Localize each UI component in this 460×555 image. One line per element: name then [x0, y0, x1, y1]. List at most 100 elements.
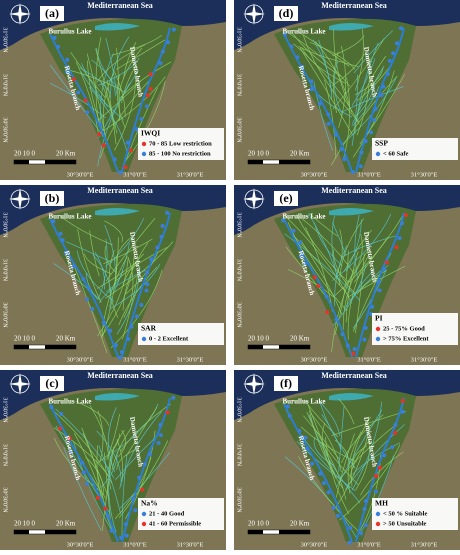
- sampling-point: [98, 122, 103, 127]
- canal: [111, 34, 163, 56]
- sampling-point: [159, 234, 164, 239]
- sampling-point: [295, 55, 300, 60]
- lon-label: 30°30'0"E: [67, 356, 94, 363]
- sampling-point: [305, 446, 310, 451]
- canal: [108, 429, 125, 490]
- canal: [84, 253, 112, 274]
- rosetta-river: [283, 218, 353, 358]
- rosetta-river: [283, 403, 353, 543]
- canal: [354, 67, 384, 96]
- sampling-point: [71, 77, 76, 82]
- sampling-point: [325, 310, 330, 315]
- canal: [331, 53, 365, 87]
- lat-label: 31°30'0"N: [236, 27, 243, 53]
- sampling-point: [133, 508, 138, 513]
- panel-letter-box: [274, 6, 298, 21]
- canal: [115, 237, 132, 261]
- scale-unit: 20 Km: [290, 520, 310, 528]
- canal: [122, 271, 139, 340]
- lat-label: 31°0'0"N: [2, 74, 9, 97]
- scale-numbers: 20 10 0: [14, 150, 36, 158]
- scale-numbers: 20 10 0: [248, 520, 270, 528]
- canal: [110, 269, 163, 349]
- sampling-point: [333, 132, 338, 137]
- canal: [309, 410, 344, 489]
- sampling-point: [347, 540, 352, 545]
- canal: [85, 456, 104, 496]
- canal: [298, 456, 361, 534]
- canal: [300, 426, 358, 463]
- scale-bar-segment: [248, 160, 263, 164]
- canal: [97, 410, 104, 462]
- delta: [40, 18, 182, 172]
- lat-label: 30°30'0"N: [236, 117, 243, 143]
- panel-letter-box: [40, 6, 64, 21]
- sampling-point: [291, 228, 296, 233]
- canal: [110, 36, 130, 99]
- canal: [117, 430, 127, 458]
- sampling-point: [101, 143, 106, 148]
- compass-star: [243, 373, 265, 395]
- canal: [89, 230, 100, 277]
- sampling-point: [381, 84, 386, 89]
- canal: [53, 427, 108, 475]
- legend-label: < 50 % Suitable: [383, 510, 427, 517]
- sampling-point: [335, 513, 340, 518]
- canal: [347, 431, 362, 495]
- canal: [121, 453, 128, 536]
- sampling-point: [362, 507, 367, 512]
- canal: [60, 216, 113, 246]
- sampling-point: [358, 164, 363, 169]
- legend-label: 41 - 60 Permissible: [149, 520, 201, 527]
- sampling-point: [376, 279, 381, 284]
- lon-label: 31°30'0"E: [411, 541, 438, 548]
- canal: [296, 30, 350, 67]
- sampling-point: [398, 26, 403, 31]
- sampling-point: [59, 411, 64, 416]
- sampling-point: [149, 257, 154, 262]
- sampling-point: [394, 245, 399, 250]
- canal: [315, 41, 350, 106]
- sampling-point: [148, 86, 153, 91]
- rosetta-river: [283, 33, 353, 173]
- scale-bar-segment: [14, 530, 29, 534]
- legend-label: < 60 Safe: [383, 150, 408, 157]
- legend-label: > 75% Excellent: [383, 335, 429, 342]
- canal: [287, 269, 334, 298]
- canal: [118, 266, 158, 326]
- canal: [314, 222, 343, 267]
- sampling-point: [145, 93, 150, 98]
- sea-label: Mediterranean Sea: [321, 1, 387, 10]
- canal: [103, 238, 153, 265]
- canal: [53, 437, 100, 491]
- sampling-point: [134, 127, 139, 132]
- canal: [117, 74, 126, 129]
- canal: [320, 402, 341, 436]
- canal: [333, 29, 353, 113]
- canal: [114, 237, 119, 286]
- scale-numbers: 20 10 0: [14, 520, 36, 528]
- lon-label: 31°0'0"E: [123, 171, 146, 178]
- scale-numbers: 20 10 0: [248, 150, 270, 158]
- sampling-point: [142, 462, 147, 467]
- sampling-point: [400, 398, 405, 403]
- damietta-river: [121, 27, 171, 173]
- canal: [112, 69, 126, 118]
- legend-label: 0 - 2 Excellent: [149, 335, 189, 342]
- lon-label: 31°30'0"E: [411, 171, 438, 178]
- canal: [325, 436, 350, 515]
- sampling-point: [101, 320, 106, 325]
- panel-letter: (e): [279, 191, 292, 205]
- canal: [351, 86, 380, 127]
- legend-marker: [141, 141, 147, 147]
- sampling-point: [128, 148, 133, 153]
- sampling-point: [108, 328, 113, 333]
- sampling-point: [377, 465, 382, 470]
- canal: [85, 272, 99, 301]
- canal: [355, 436, 370, 490]
- canal: [353, 236, 389, 283]
- canal: [116, 266, 141, 335]
- damietta-river: [355, 27, 405, 173]
